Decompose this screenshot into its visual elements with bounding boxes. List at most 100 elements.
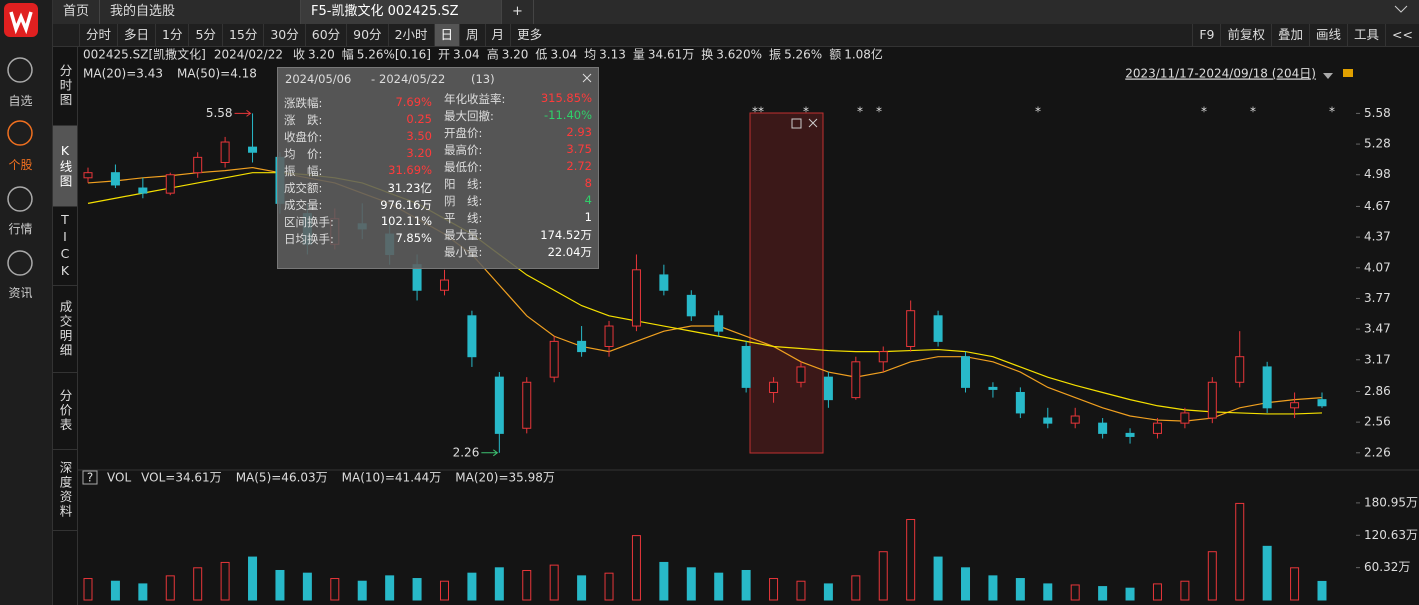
sidebar-item[interactable]: 自选 xyxy=(8,94,33,108)
volume-bar xyxy=(1207,551,1217,601)
volume-legend: VOL=34.61万 xyxy=(141,471,222,485)
stat-label: 振 幅: xyxy=(284,164,323,178)
side-tab[interactable]: 分价表 xyxy=(53,373,77,450)
side-tab[interactable]: 分时图 xyxy=(53,47,77,126)
stat-label: 日均换手: xyxy=(284,232,334,246)
volume-legend: MA(5)=46.03万 xyxy=(236,471,328,485)
ma-line xyxy=(87,166,1323,422)
volume-bar xyxy=(165,575,175,601)
stat-value: 102.11% xyxy=(380,214,432,228)
maximize-icon xyxy=(791,118,802,129)
price-tick-label: 4.07 xyxy=(1364,260,1391,274)
tool-button[interactable]: F9 xyxy=(1192,24,1220,46)
candle-body xyxy=(165,174,175,194)
candle-body xyxy=(796,366,806,383)
period-button[interactable]: 日 xyxy=(433,24,460,46)
volume-bar xyxy=(302,572,312,601)
quote-label: 振 xyxy=(769,48,781,62)
period-button[interactable]: 更多 xyxy=(510,24,548,46)
logo-mark xyxy=(9,11,33,35)
tab[interactable]: F5-凯撒文化 002425.SZ xyxy=(301,0,503,24)
sidebar-icons xyxy=(4,3,38,276)
stat-label: 阴 线: xyxy=(444,194,483,208)
icon xyxy=(7,250,33,276)
stat-value: -11.40% xyxy=(544,108,592,122)
period-button[interactable]: 30分 xyxy=(263,24,304,46)
side-tab[interactable]: 成交明细 xyxy=(53,286,77,373)
price-tick-label: 4.67 xyxy=(1364,199,1391,213)
volume-bar xyxy=(494,567,504,601)
period-button[interactable]: 5分 xyxy=(188,24,221,46)
ma-legend: MA(50)=4.18 xyxy=(177,67,257,81)
tab[interactable]: 首页 xyxy=(53,0,101,24)
ma-line xyxy=(87,172,1323,415)
sidebar-item[interactable]: 资讯 xyxy=(8,286,33,300)
stat-value: 3.75 xyxy=(566,142,592,156)
stat-value: 22.04万 xyxy=(547,245,592,259)
quote-label: 幅 xyxy=(342,47,354,62)
tool-button[interactable]: 工具 xyxy=(1347,24,1385,46)
candle-body xyxy=(1290,402,1300,409)
popup-date: 2024/05/06 xyxy=(285,72,352,86)
volume-bar xyxy=(686,567,696,601)
sidebar-item[interactable]: 行情 xyxy=(8,222,33,236)
stat-label: 成交额: xyxy=(284,181,323,195)
popup-icons xyxy=(582,73,592,83)
period-button[interactable]: 60分 xyxy=(304,24,346,46)
candle-body xyxy=(1098,422,1108,434)
candle-body xyxy=(1125,432,1135,437)
event-marker: * xyxy=(857,105,863,119)
price-tick-label: 2.56 xyxy=(1364,415,1391,429)
price-tick-label: 5.58 xyxy=(1364,106,1391,120)
sidebar-item[interactable]: 个股 xyxy=(8,158,33,172)
tools: F9 前复权 叠加 画线 工具 << xyxy=(1192,24,1419,46)
candle-body xyxy=(1180,412,1190,424)
price-tick-label: 3.77 xyxy=(1364,291,1391,305)
tool-button[interactable]: 前复权 xyxy=(1220,24,1271,46)
icon xyxy=(7,186,33,212)
volume-title: VOL xyxy=(107,471,131,485)
period-button[interactable]: 15分 xyxy=(221,24,263,46)
period-button[interactable]: 分时 xyxy=(79,24,117,46)
period-button[interactable]: 2小时 xyxy=(387,24,434,46)
stock-code: 002425.SZ[凯撒文化] xyxy=(83,47,206,62)
close-icon xyxy=(582,73,592,83)
high-label: 5.58 xyxy=(206,106,233,120)
period-button[interactable]: 90分 xyxy=(346,24,387,46)
help-box xyxy=(82,470,98,485)
stat-label: 最高价: xyxy=(444,143,483,157)
tool-button[interactable]: 叠加 xyxy=(1271,24,1309,46)
stat-label: 年化收益率: xyxy=(444,92,506,106)
period-button[interactable]: 周 xyxy=(459,24,485,46)
period-button[interactable]: 多日 xyxy=(117,24,155,46)
quote-label: 收 xyxy=(293,48,305,62)
candle-body xyxy=(1317,399,1327,407)
period-button[interactable]: 1分 xyxy=(155,24,188,46)
stat-value: 976.16万 xyxy=(380,198,432,212)
price-tick-label: 2.26 xyxy=(1364,445,1391,459)
selection xyxy=(749,112,824,454)
tool-button[interactable]: << xyxy=(1385,24,1419,46)
stat-label: 最大回撤: xyxy=(444,109,494,123)
volume-bar xyxy=(275,569,285,601)
quote-value: 3.04 xyxy=(550,48,577,62)
tool-button[interactable]: 画线 xyxy=(1309,24,1347,46)
volume-bar xyxy=(1015,578,1025,601)
candle-body xyxy=(1262,366,1272,409)
tab[interactable]: 我的自选股 xyxy=(100,0,302,24)
volume-bar xyxy=(796,580,806,601)
side-tab[interactable]: TICK xyxy=(53,207,77,286)
side-tab[interactable]: 深度资料 xyxy=(53,450,77,531)
stat-value: 315.85% xyxy=(540,91,592,105)
stat-value: 3.20 xyxy=(406,146,432,160)
event-marker: * xyxy=(803,105,809,119)
tab[interactable]: + xyxy=(502,0,534,24)
side-tab[interactable]: K线图 xyxy=(53,126,77,207)
period-button[interactable]: 月 xyxy=(484,24,511,46)
volume-tick-label: 120.63万 xyxy=(1364,528,1418,542)
popup-count: (13) xyxy=(471,72,495,86)
candle-body xyxy=(1043,417,1053,424)
candle-body xyxy=(741,345,751,388)
quote-value: 3.04 xyxy=(453,48,480,62)
